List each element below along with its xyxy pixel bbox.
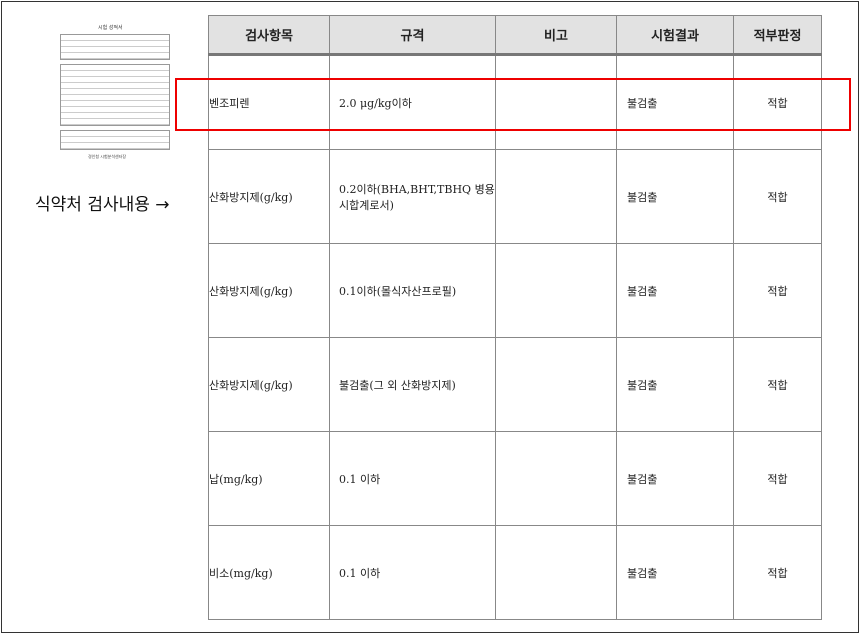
- cell-result: 불검출: [616, 337, 734, 432]
- cell-note: [495, 243, 617, 338]
- table-row: 산화방지제(g/kg) 0.2이하(BHA,BHT,TBHQ 병용시합계로서) 불검…: [208, 149, 822, 244]
- cell-result: 불검출: [616, 243, 734, 338]
- header-item: 검사항목: [208, 15, 330, 56]
- table-header: 검사항목 규격 비고 시험결과 적부판정: [208, 15, 822, 56]
- cell-result: 불검출: [616, 54, 734, 150]
- cell-verdict: 적합: [733, 525, 822, 620]
- cell-item: 납(mg/kg): [208, 431, 330, 526]
- header-note: 비고: [495, 15, 617, 56]
- cell-result: 불검출: [616, 149, 734, 244]
- cell-verdict: 적합: [733, 337, 822, 432]
- table-row: 산화방지제(g/kg) 불검출(그 외 산화방지제) 불검출 적합: [208, 337, 822, 432]
- header-result: 시험결과: [616, 15, 734, 56]
- cell-spec: 0.1 이하: [329, 525, 496, 620]
- cell-spec: 0.2이하(BHA,BHT,TBHQ 병용시합계로서): [329, 149, 496, 244]
- cell-note: [495, 337, 617, 432]
- header-verdict: 적부판정: [733, 15, 822, 56]
- thumbnail-footer: 경인청 시험분석센터장: [88, 154, 127, 159]
- caption: 식약처 검사내용 →: [35, 195, 170, 215]
- cell-spec: 2.0 μg/kg이하: [329, 54, 496, 150]
- document-thumbnail: 시험 성적서 경인청 시험분석센터장: [58, 14, 170, 162]
- highlight-box: [175, 78, 851, 131]
- cell-item: 산화방지제(g/kg): [208, 243, 330, 338]
- cell-verdict: 적합: [733, 54, 822, 150]
- cell-note: [495, 431, 617, 526]
- table-row: 산화방지제(g/kg) 0.1이하(몰식자산프로필) 불검출 적합: [208, 243, 822, 338]
- header-spec: 규격: [329, 15, 496, 56]
- cell-verdict: 적합: [733, 243, 822, 338]
- table-row: 벤조피렌 2.0 μg/kg이하 불검출 적합: [208, 54, 822, 150]
- cell-verdict: 적합: [733, 431, 822, 526]
- cell-note: [495, 149, 617, 244]
- cell-spec: 불검출(그 외 산화방지제): [329, 337, 496, 432]
- cell-note: [495, 54, 617, 150]
- cell-item: 산화방지제(g/kg): [208, 337, 330, 432]
- table-row: 비소(mg/kg) 0.1 이하 불검출 적합: [208, 525, 822, 620]
- cell-result: 불검출: [616, 431, 734, 526]
- inspection-table: 검사항목 규격 비고 시험결과 적부판정 벤조피렌 2.0 μg/kg이하 불검출 적…: [208, 15, 822, 620]
- cell-item: 산화방지제(g/kg): [208, 149, 330, 244]
- cell-result: 불검출: [616, 525, 734, 620]
- cell-spec: 0.1 이하: [329, 431, 496, 526]
- cell-spec: 0.1이하(몰식자산프로필): [329, 243, 496, 338]
- cell-note: [495, 525, 617, 620]
- cell-verdict: 적합: [733, 149, 822, 244]
- thumbnail-title: 시험 성적서: [98, 25, 123, 31]
- cell-item: 비소(mg/kg): [208, 525, 330, 620]
- table-row: 납(mg/kg) 0.1 이하 불검출 적합: [208, 431, 822, 526]
